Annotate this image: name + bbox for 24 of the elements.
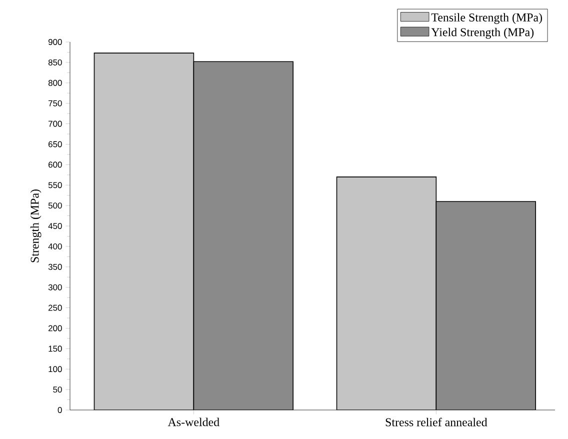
y-tick-label: 900 [48, 39, 62, 45]
x-tick-label: Stress relief annealed [386, 418, 488, 426]
y-tick-label: 700 [48, 120, 62, 127]
y-tick-label: 350 [48, 264, 62, 270]
legend-label: Tensile Strength (MPa) [431, 13, 542, 24]
y-tick-label: 500 [48, 202, 62, 209]
y-tick-label: 650 [48, 141, 62, 148]
y-tick-label: 200 [48, 325, 62, 332]
y-tick-label: 800 [48, 80, 62, 86]
legend-label: Yield Strength (MPa) [431, 28, 534, 39]
x-tick-label: As-welded [168, 418, 220, 426]
y-tick-label: 150 [48, 346, 62, 352]
y-tick-label: 300 [48, 284, 62, 290]
y-tick-label: 250 [48, 304, 62, 311]
y-tick-label: 450 [48, 223, 62, 229]
y-tick-label: 50 [53, 386, 62, 393]
y-tick-label: 600 [48, 162, 62, 168]
y-tick-label: 750 [48, 100, 62, 106]
y-tick-label: 400 [48, 243, 62, 250]
y-tick-label: 850 [48, 59, 62, 66]
y-tick-label: 550 [48, 182, 62, 188]
y-axis-title: Strength (MPa) [30, 190, 42, 262]
y-tick-label: 100 [48, 366, 62, 372]
y-tick-label: 0 [58, 407, 62, 413]
